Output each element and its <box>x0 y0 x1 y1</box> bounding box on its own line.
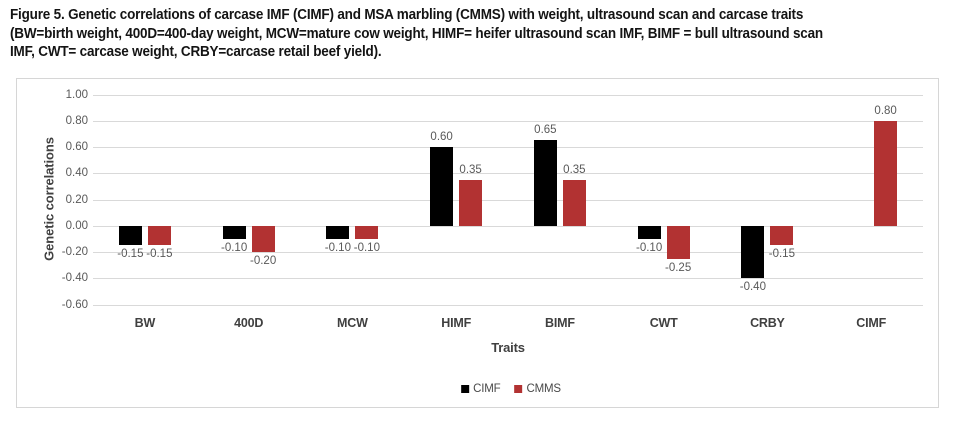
x-tick-label-crby: CRBY <box>750 316 785 330</box>
bar-cimf-bimf <box>533 140 557 226</box>
y-tick-label: 0.00 <box>65 219 88 232</box>
value-label: 0.80 <box>874 104 897 117</box>
caption-line-2: (BW=birth weight, 400D=400-day weight, M… <box>10 25 823 42</box>
gridline <box>93 120 923 122</box>
gridline <box>93 278 923 280</box>
bar-cimf-bw <box>118 225 142 246</box>
bar-cmms-cimf <box>874 120 898 226</box>
y-tick-label: -0.40 <box>61 272 88 285</box>
gridline <box>93 173 923 175</box>
gridline <box>93 94 923 96</box>
x-tick-label-cimf: CIMF <box>856 316 886 330</box>
value-label: -0.10 <box>324 241 351 254</box>
legend-label: CMMS <box>526 383 561 395</box>
value-label: -0.15 <box>146 248 173 261</box>
gridline <box>93 147 923 148</box>
figure-caption: Figure 5. Genetic correlations of carcas… <box>10 6 962 62</box>
bar-cimf-cwt <box>637 225 661 239</box>
value-label: -0.20 <box>250 255 277 267</box>
x-tick-label-bw: BW <box>134 316 156 330</box>
y-tick-label: -0.20 <box>61 246 88 258</box>
x-tick-label-cwt: CWT <box>649 316 678 330</box>
value-label: -0.10 <box>221 241 248 254</box>
bar-cimf-himf <box>430 147 454 226</box>
bar-cmms-crby <box>770 225 794 246</box>
legend-swatch-icon <box>514 385 523 393</box>
legend-swatch-icon <box>461 385 470 393</box>
value-label: -0.15 <box>768 248 795 261</box>
gridline <box>93 225 923 227</box>
y-tick-label: -0.60 <box>61 298 88 311</box>
gridline <box>93 252 923 253</box>
caption-line-1: Figure 5. Genetic correlations of carcas… <box>10 7 804 23</box>
chart-panel: Genetic correlations 1.00 0.80 0.60 0.40 0.2… <box>16 78 939 408</box>
bar-cmms-himf <box>459 179 483 226</box>
value-label: -0.25 <box>665 261 692 274</box>
value-label: -0.15 <box>117 248 144 261</box>
x-tick-label-bimf: BIMF <box>545 316 575 330</box>
value-label: -0.10 <box>636 241 663 254</box>
value-label: 0.65 <box>534 124 557 137</box>
chart-legend: CIMF CMMS <box>461 383 561 395</box>
y-tick-label: 1.00 <box>65 88 88 101</box>
value-label: 0.35 <box>459 163 482 176</box>
x-tick-label-himf: HIMF <box>441 316 471 330</box>
value-label: -0.40 <box>739 281 766 294</box>
bar-cmms-400d <box>251 225 275 252</box>
bar-cimf-crby <box>741 225 765 279</box>
value-label: 0.35 <box>563 163 586 176</box>
bar-cmms-bw <box>147 225 171 246</box>
y-tick-label: 0.20 <box>65 193 88 206</box>
bar-cmms-bimf <box>562 179 586 226</box>
bar-cimf-400d <box>222 225 246 239</box>
value-label: -0.10 <box>353 241 380 254</box>
legend-label: CIMF <box>473 383 501 395</box>
gridline <box>93 199 923 201</box>
bar-cimf-mcw <box>326 225 350 239</box>
y-tick-label: 0.80 <box>65 114 88 127</box>
y-tick-label: 0.60 <box>65 141 88 153</box>
bar-cmms-cwt <box>666 225 690 259</box>
bar-cmms-mcw <box>355 225 379 239</box>
x-tick-label-400d: 400D <box>234 316 264 330</box>
x-axis-title: Traits <box>491 340 525 355</box>
plot-area: 1.00 0.80 0.60 0.40 0.20 0.00 -0.20 -0.40 -0.60 -… <box>17 79 938 407</box>
caption-line-3: IMF, CWT= carcase weight, CRBY=carcase r… <box>10 44 382 61</box>
y-tick-label: 0.40 <box>65 167 88 180</box>
value-label: 0.60 <box>430 131 453 143</box>
legend-item-cimf: CIMF <box>461 383 501 395</box>
legend-item-cmms: CMMS <box>514 383 561 395</box>
x-tick-label-mcw: MCW <box>337 316 368 330</box>
gridline <box>93 304 923 306</box>
